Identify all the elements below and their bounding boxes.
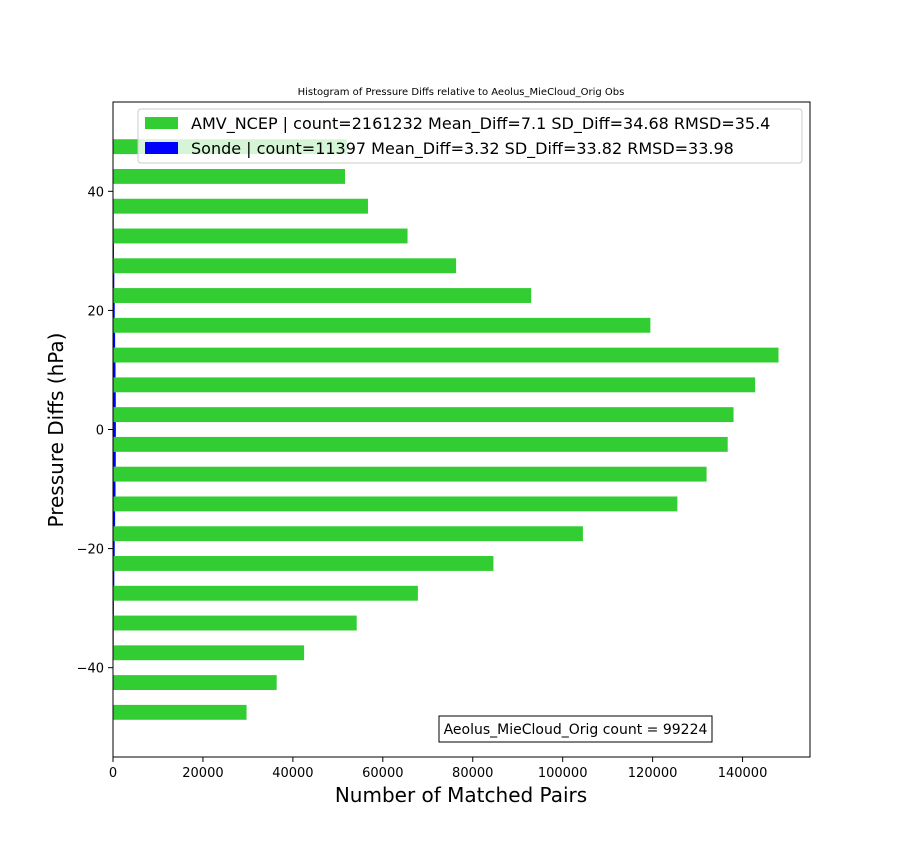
bar-sonde-5 bbox=[113, 570, 115, 586]
x-tick-label: 80000 bbox=[452, 766, 493, 781]
bar-amv-ncep-10 bbox=[113, 407, 734, 423]
bar-sonde-12 bbox=[113, 362, 116, 378]
bar-sonde-11 bbox=[113, 392, 116, 408]
bar-sonde-8 bbox=[113, 481, 116, 497]
legend-label-sonde: Sonde | count=11397 Mean_Diff=3.32 SD_Di… bbox=[191, 139, 734, 159]
bar-amv-ncep-7 bbox=[113, 496, 678, 512]
chart-title: Histogram of Pressure Diffs relative to … bbox=[298, 87, 625, 98]
bar-amv-ncep-9 bbox=[113, 436, 728, 452]
bar-amv-ncep-12 bbox=[113, 347, 779, 363]
bar-sonde-15 bbox=[113, 273, 115, 289]
bar-sonde-7 bbox=[113, 511, 116, 527]
legend-swatch-sonde bbox=[145, 142, 178, 154]
bar-amv-ncep-6 bbox=[113, 526, 583, 542]
bar-amv-ncep-14 bbox=[113, 288, 532, 303]
x-axis-label: Number of Matched Pairs bbox=[335, 783, 587, 807]
bar-amv-ncep-8 bbox=[113, 466, 707, 482]
legend: AMV_NCEP | count=2161232 Mean_Diff=7.1 S… bbox=[137, 108, 803, 164]
bar-amv-ncep-5 bbox=[113, 556, 494, 571]
bar-amv-ncep-1 bbox=[113, 675, 277, 691]
bar-sonde-6 bbox=[113, 541, 115, 557]
bar-amv-ncep-11 bbox=[113, 377, 756, 393]
x-tick-label: 100000 bbox=[538, 766, 588, 781]
bar-sonde-10 bbox=[113, 422, 116, 437]
bar-amv-ncep-4 bbox=[113, 585, 418, 601]
y-tick-label: −40 bbox=[77, 662, 104, 677]
y-tick-label: 20 bbox=[87, 304, 104, 319]
bar-amv-ncep-16 bbox=[113, 228, 408, 244]
annotation-text: Aeolus_MieCloud_Orig count = 99224 bbox=[444, 722, 708, 738]
bar-amv-ncep-3 bbox=[113, 615, 357, 631]
bar-amv-ncep-15 bbox=[113, 258, 457, 274]
x-tick-label: 140000 bbox=[718, 766, 768, 781]
bar-sonde-9 bbox=[113, 451, 116, 467]
x-tick-label: 60000 bbox=[362, 766, 403, 781]
x-tick-label: 0 bbox=[109, 766, 117, 781]
y-tick-label: −20 bbox=[77, 543, 104, 558]
y-tick-label: 0 bbox=[96, 424, 104, 439]
y-axis-ticks: −40 −20 0 20 40 bbox=[77, 185, 113, 677]
y-tick-label: 40 bbox=[87, 185, 104, 200]
bar-amv-ncep-2 bbox=[113, 645, 305, 661]
x-tick-label: 120000 bbox=[628, 766, 678, 781]
count-annotation: Aeolus_MieCloud_Orig count = 99224 bbox=[438, 715, 713, 743]
legend-box bbox=[137, 108, 803, 164]
bar-sonde-13 bbox=[113, 332, 116, 348]
x-tick-label: 40000 bbox=[272, 766, 313, 781]
x-axis-ticks: 0 20000 40000 60000 80000 100000 120000 140000 bbox=[109, 757, 768, 781]
bar-amv-ncep-0 bbox=[113, 704, 247, 720]
bar-amv-ncep-13 bbox=[113, 317, 651, 333]
bar-amv-ncep-18 bbox=[113, 168, 346, 184]
x-tick-label: 20000 bbox=[182, 766, 223, 781]
legend-label-amv-ncep: AMV_NCEP | count=2161232 Mean_Diff=7.1 S… bbox=[191, 114, 770, 134]
legend-swatch-amv-ncep bbox=[145, 117, 178, 129]
bar-amv-ncep-17 bbox=[113, 198, 368, 214]
bar-sonde-14 bbox=[113, 302, 115, 318]
bars-layer bbox=[113, 139, 779, 735]
annotation-box bbox=[438, 715, 713, 743]
y-axis-label: Pressure Diffs (hPa) bbox=[44, 333, 68, 528]
